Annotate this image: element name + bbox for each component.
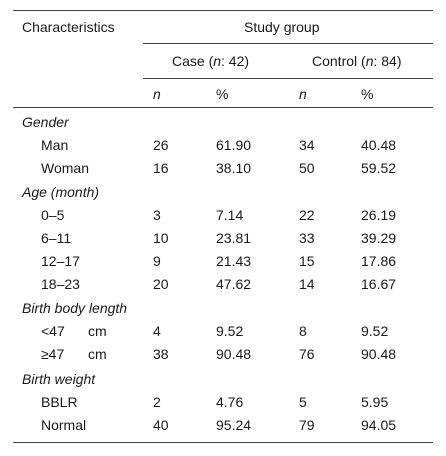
control-suffix: : 84) <box>373 53 402 69</box>
control-pct-cell: 94.05 <box>361 417 397 433</box>
case-pct-cell: 9.52 <box>216 323 244 339</box>
control-pct-cell: 90.48 <box>361 346 397 362</box>
control-n-cell: 33 <box>299 230 315 246</box>
section-title-gender: Gender <box>22 114 69 130</box>
control-n-cell: 34 <box>299 137 315 153</box>
case-pct-column-header: % <box>216 86 229 102</box>
control-prefix: Control ( <box>312 53 366 69</box>
row-unit: cm <box>88 346 107 362</box>
case-n-cell: 10 <box>153 230 169 246</box>
control-n-cell: 50 <box>299 160 315 176</box>
control-pct-cell: 5.95 <box>361 394 389 410</box>
control-pct-column-header: % <box>361 86 374 102</box>
row-label: Normal <box>41 417 87 433</box>
control-pct-cell: 16.67 <box>361 276 397 292</box>
case-header: Case (n: 42) <box>172 53 249 69</box>
case-pct-cell: 38.10 <box>216 160 252 176</box>
case-pct-cell: 4.76 <box>216 394 244 410</box>
control-n-cell: 8 <box>299 323 307 339</box>
case-n-cell: 20 <box>153 276 169 292</box>
case-n-cell: 2 <box>153 394 161 410</box>
case-pct-cell: 23.81 <box>216 230 252 246</box>
control-pct-cell: 26.19 <box>361 207 397 223</box>
control-pct-cell: 39.29 <box>361 230 397 246</box>
row-label: 18–23 <box>41 276 80 292</box>
study-group-header: Study group <box>244 19 320 35</box>
case-pct-cell: 61.90 <box>216 137 252 153</box>
row-label: 12–17 <box>41 253 80 269</box>
control-header: Control (n: 84) <box>312 53 402 69</box>
section-title-birth-body-length: Birth body length <box>22 300 128 316</box>
control-n-cell: 79 <box>299 417 315 433</box>
section-title-age: Age (month) <box>22 184 100 200</box>
section-title-birth-weight: Birth weight <box>22 371 96 387</box>
control-n-cell: 15 <box>299 253 315 269</box>
case-n-cell: 9 <box>153 253 161 269</box>
case-n-symbol: n <box>213 53 222 69</box>
case-suffix: : 42) <box>221 53 250 69</box>
control-pct-cell: 59.52 <box>361 160 397 176</box>
case-prefix: Case ( <box>172 53 214 69</box>
header-bottom-rule <box>13 107 433 108</box>
control-n-column-header: n <box>299 86 307 102</box>
case-n-column-header: n <box>153 86 161 102</box>
case-n-cell: 38 <box>153 346 169 362</box>
case-pct-cell: 90.48 <box>216 346 252 362</box>
case-n-cell: 26 <box>153 137 169 153</box>
row-label: Man <box>41 137 69 153</box>
control-n-cell: 14 <box>299 276 315 292</box>
control-n-cell: 5 <box>299 394 307 410</box>
case-n-cell: 40 <box>153 417 169 433</box>
control-pct-cell: 40.48 <box>361 137 397 153</box>
row-label: 6–11 <box>41 230 72 246</box>
control-n-symbol: n <box>365 53 374 69</box>
case-n-cell: 3 <box>153 207 161 223</box>
case-pct-cell: 47.62 <box>216 276 252 292</box>
case-n-cell: 4 <box>153 323 161 339</box>
case-control-underline <box>143 78 433 79</box>
control-pct-cell: 17.86 <box>361 253 397 269</box>
case-n-cell: 16 <box>153 160 169 176</box>
characteristics-header: Characteristics <box>22 19 115 35</box>
row-label: BBLR <box>41 394 78 410</box>
row-label: Woman <box>41 160 89 176</box>
case-pct-cell: 21.43 <box>216 253 252 269</box>
row-label: <47 <box>41 323 65 339</box>
row-label: ≥47 <box>41 346 65 362</box>
row-label: 0–5 <box>41 207 65 223</box>
table-bottom-rule <box>13 442 433 443</box>
case-pct-cell: 7.14 <box>216 207 244 223</box>
control-n-cell: 22 <box>299 207 315 223</box>
row-unit: cm <box>88 323 107 339</box>
table-top-rule <box>13 10 433 11</box>
control-n-cell: 76 <box>299 346 315 362</box>
study-group-underline <box>143 43 433 44</box>
case-pct-cell: 95.24 <box>216 417 252 433</box>
control-pct-cell: 9.52 <box>361 323 389 339</box>
